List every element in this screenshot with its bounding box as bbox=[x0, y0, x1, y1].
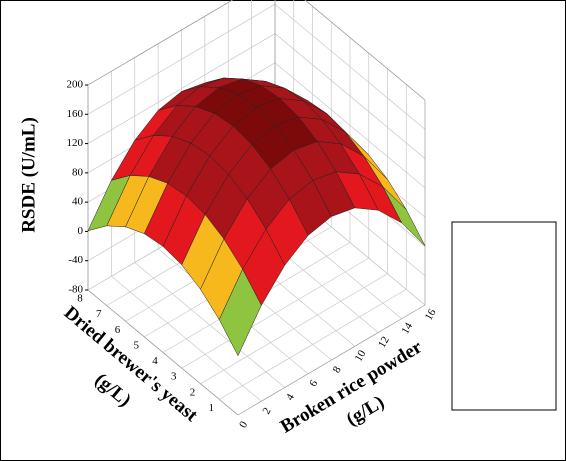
z-tick-label: -80 bbox=[68, 284, 83, 296]
box-edge bbox=[304, 0, 426, 101]
y-tick-label: 12 bbox=[376, 335, 392, 351]
x-tick-label: 6 bbox=[115, 324, 121, 336]
box-edge bbox=[237, 304, 426, 416]
grid-line bbox=[134, 262, 285, 388]
z-tick-label: 200 bbox=[67, 79, 84, 91]
box-edge bbox=[87, 0, 234, 86]
x-tick-label: 8 bbox=[77, 293, 83, 305]
z-axis-label: RSDE (U/mL) bbox=[18, 117, 39, 233]
z-tick-label: 120 bbox=[67, 137, 84, 149]
z-tick-label: 0 bbox=[78, 225, 84, 237]
y-tick-label: 8 bbox=[331, 364, 344, 375]
y-tick-label: 2 bbox=[260, 406, 273, 417]
z-tick-label: 80 bbox=[72, 166, 84, 178]
x-tick-label: 2 bbox=[190, 386, 196, 398]
x-tick-label: 7 bbox=[96, 308, 102, 320]
z-tick-label: 160 bbox=[67, 108, 84, 120]
y-tick-label: 0 bbox=[237, 419, 250, 430]
x-tick-label: 4 bbox=[152, 355, 158, 367]
y-tick-label: 4 bbox=[284, 391, 297, 402]
x-tick-label: 3 bbox=[171, 371, 177, 383]
y-tick-label: 6 bbox=[307, 378, 320, 389]
x-tick-label: 5 bbox=[134, 339, 140, 351]
legend-box bbox=[451, 221, 557, 411]
box-edge bbox=[87, 289, 239, 416]
x-tick-label: 1 bbox=[209, 402, 215, 414]
grid-line bbox=[111, 275, 262, 402]
z-tick-label: 40 bbox=[72, 196, 84, 208]
z-tick-label: -40 bbox=[68, 254, 83, 266]
surface-patch bbox=[218, 268, 262, 357]
